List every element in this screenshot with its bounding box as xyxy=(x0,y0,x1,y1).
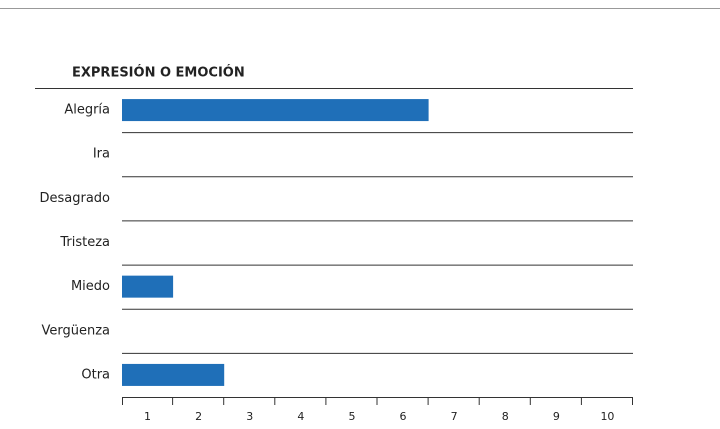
y-tick-label: Desagrado xyxy=(39,191,110,206)
bar xyxy=(122,363,225,386)
y-tick-label: Vergüenza xyxy=(41,323,110,338)
x-tick-label: 2 xyxy=(195,410,202,423)
chart-title: EXPRESIÓN O EMOCIÓN xyxy=(72,65,245,81)
y-tick-label: Alegría xyxy=(64,103,110,118)
x-tick-label: 6 xyxy=(400,410,407,423)
x-tick-label: 10 xyxy=(600,410,614,423)
y-tick-label: Otra xyxy=(81,367,110,382)
bar xyxy=(122,99,429,122)
x-tick-label: 1 xyxy=(144,410,151,423)
x-tick-label: 3 xyxy=(246,410,253,423)
x-tick-label: 7 xyxy=(451,410,458,423)
y-tick-label: Tristeza xyxy=(59,235,110,250)
x-tick-label: 8 xyxy=(502,410,509,423)
x-tick-label: 4 xyxy=(297,410,304,423)
x-tick-label: 5 xyxy=(348,410,355,423)
bar xyxy=(122,275,174,298)
y-tick-label: Ira xyxy=(93,147,110,162)
x-tick-label: 9 xyxy=(553,410,560,423)
y-tick-label: Miedo xyxy=(71,279,110,294)
